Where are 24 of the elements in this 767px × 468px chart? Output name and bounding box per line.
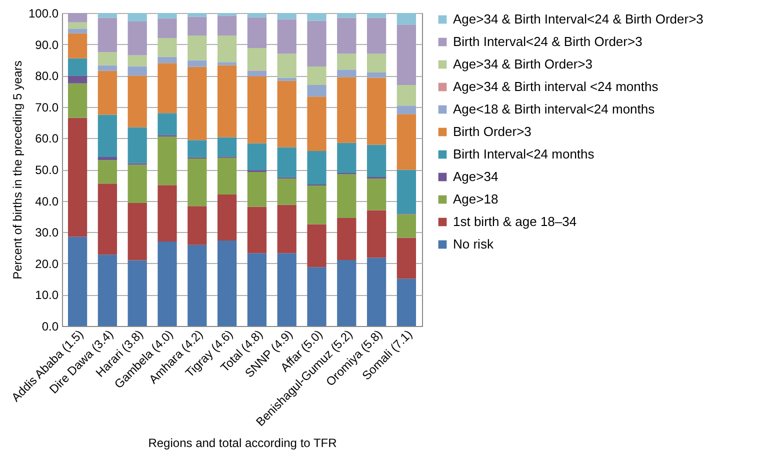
legend-label: 1st birth & age 18–34 bbox=[453, 214, 577, 229]
y-tick-label: 40.0 bbox=[35, 194, 59, 208]
legend-label: Birth Interval<24 & Birth Order>3 bbox=[453, 34, 642, 49]
y-axis-title: Percent of births in the preceding 5 years bbox=[10, 60, 24, 280]
legend-label: Birth Order>3 bbox=[453, 124, 532, 139]
y-tick-label: 100.0 bbox=[28, 6, 59, 20]
legend-label: Age>18 bbox=[453, 192, 498, 206]
legend-label: Age>34 bbox=[453, 169, 498, 184]
y-tick-label: 10.0 bbox=[35, 288, 59, 302]
legend-label: No risk bbox=[453, 236, 494, 252]
y-tick-label: 60.0 bbox=[35, 132, 59, 146]
y-tick-label: 0.0 bbox=[42, 320, 59, 334]
legend-label: Age>34 & Birth Order>3 bbox=[453, 56, 592, 72]
x-axis-title: Regions and total according to TFR bbox=[148, 436, 338, 450]
y-tick-label: 20.0 bbox=[35, 256, 59, 271]
legend-label: Birth Interval<24 months bbox=[453, 146, 595, 162]
y-tick-label: 50.0 bbox=[35, 163, 59, 177]
y-tick-label: 80.0 bbox=[35, 69, 59, 84]
y-tick-label: 90.0 bbox=[35, 38, 59, 52]
legend-label: Age>34 & Birth Interval<24 & Birth Order>3 bbox=[453, 12, 704, 26]
legend-label: Age>34 & Birth interval <24 months bbox=[453, 79, 659, 94]
y-tick-label: 30.0 bbox=[35, 226, 59, 240]
legend-label: Age<18 & Birth interval<24 months bbox=[453, 102, 656, 116]
y-tick-label: 70.0 bbox=[35, 100, 59, 114]
